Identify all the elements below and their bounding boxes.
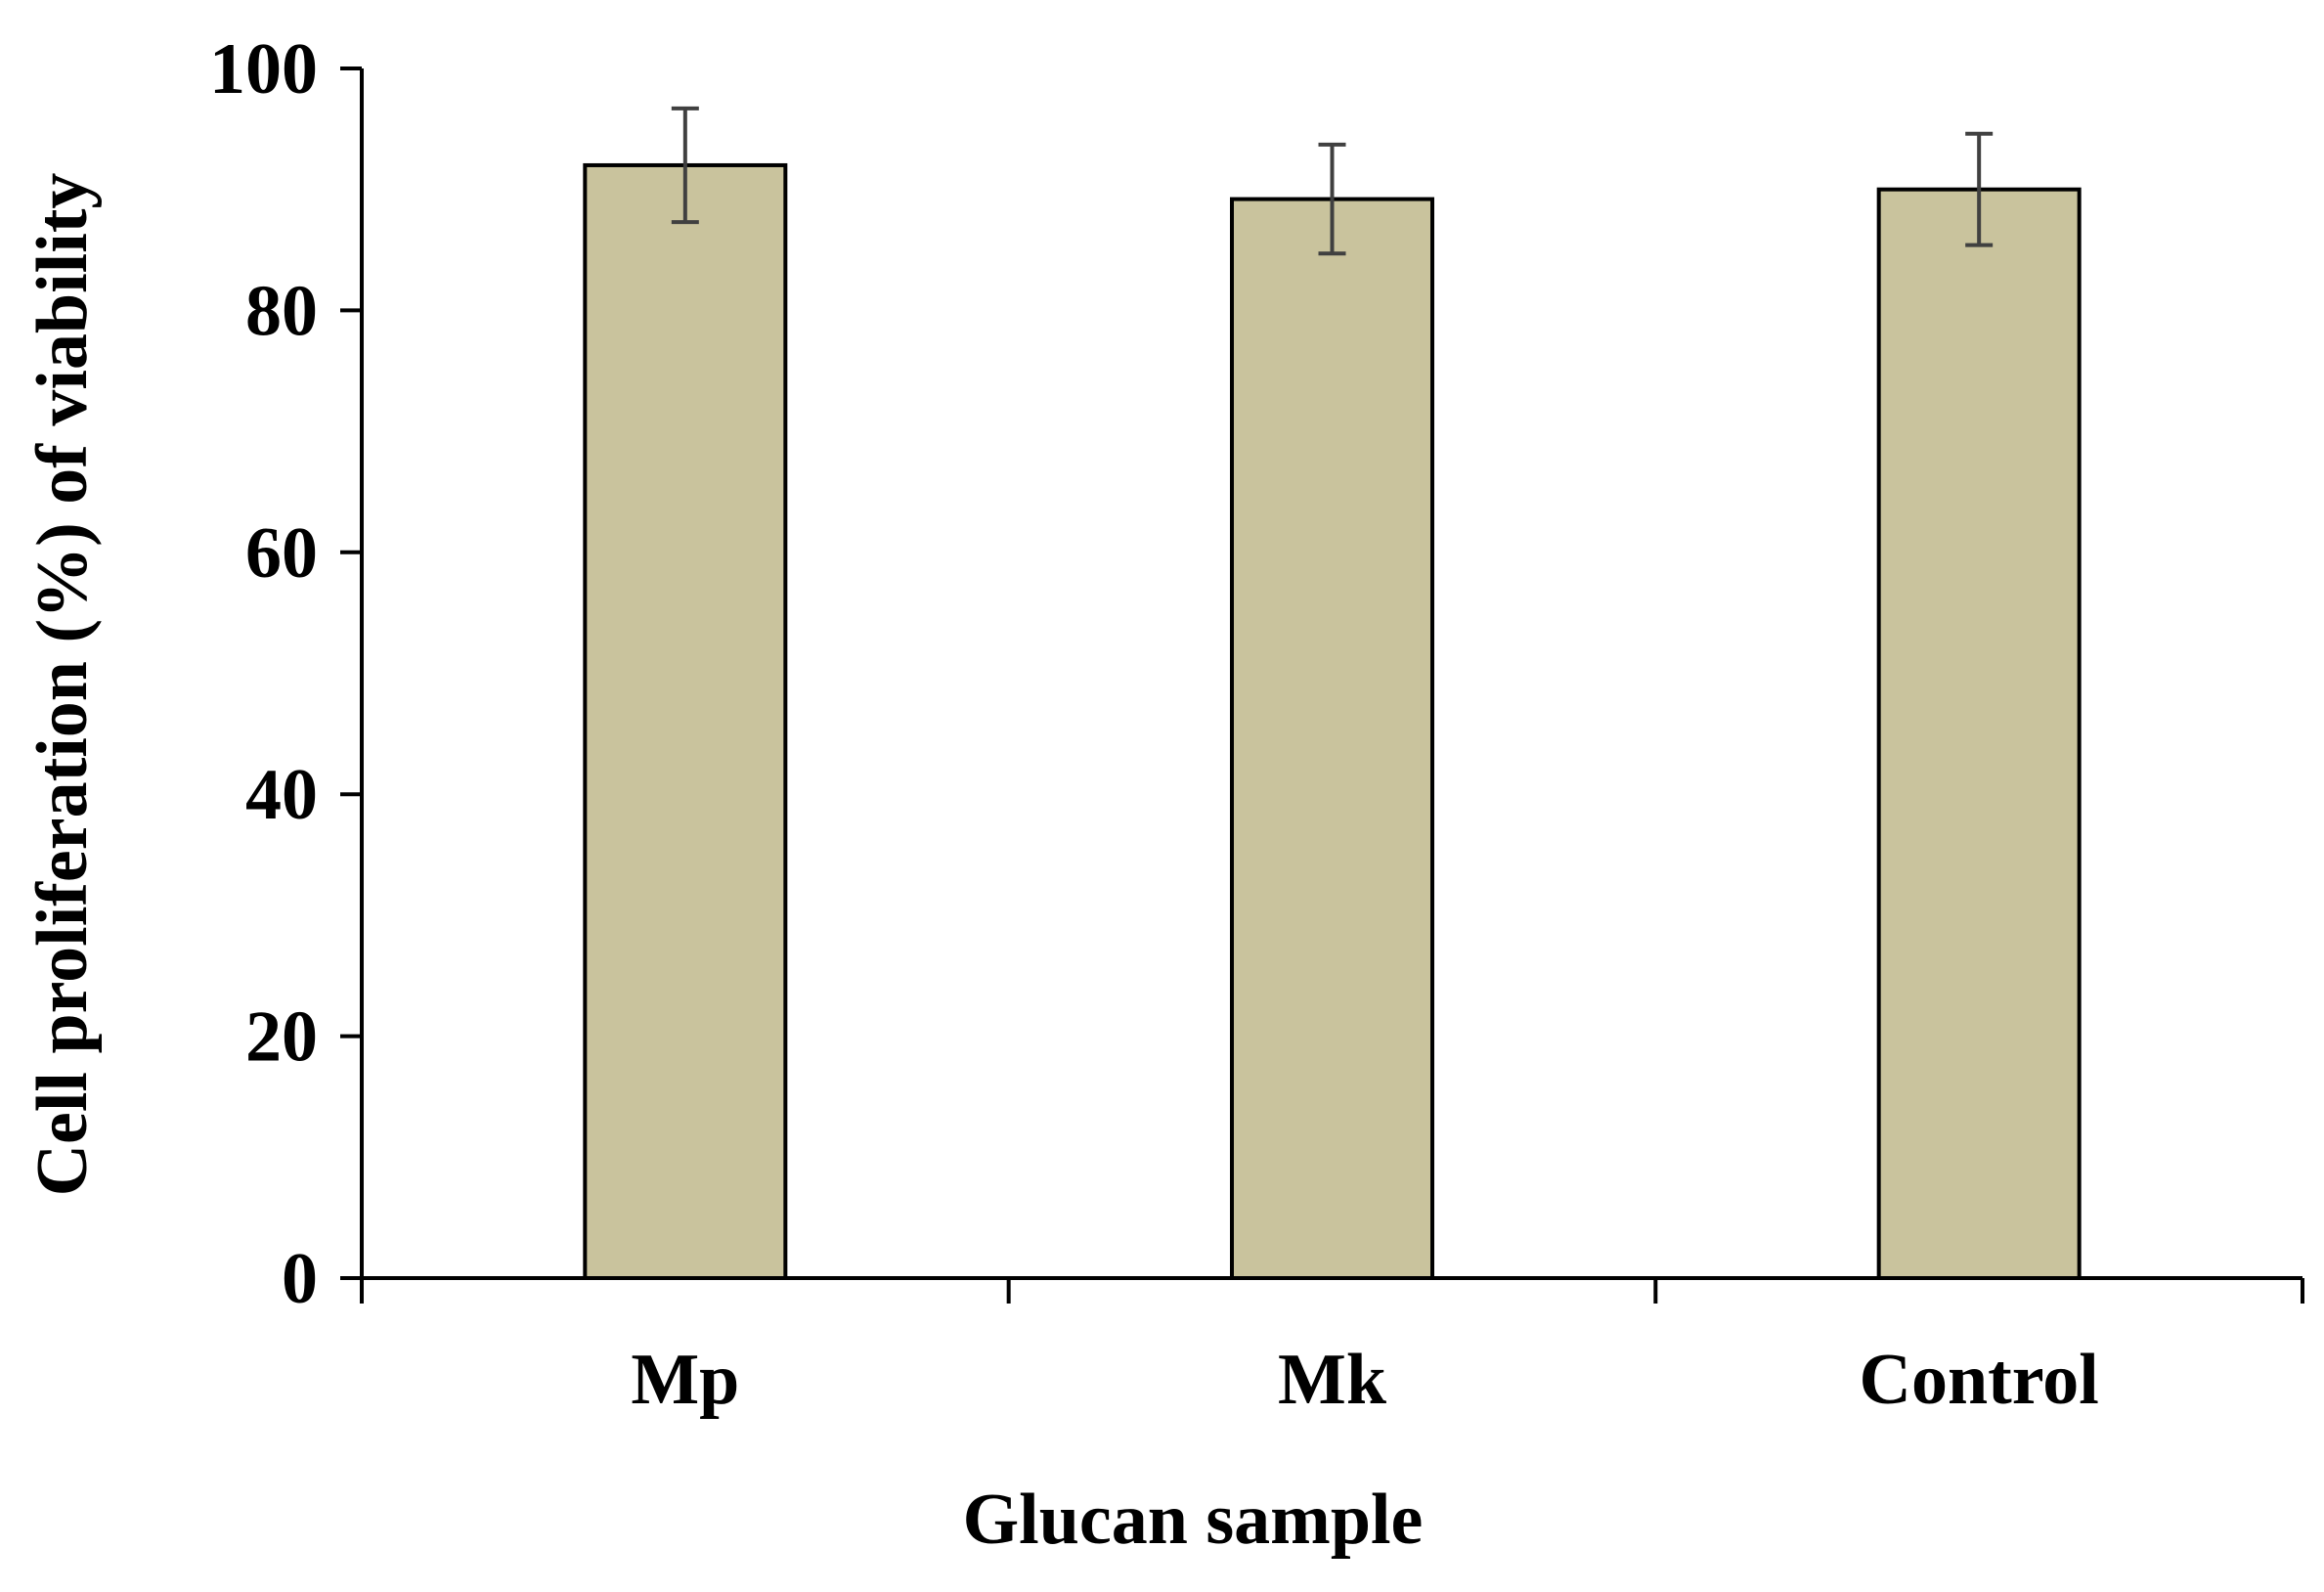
error-bar-control	[1965, 131, 1994, 247]
bar-control	[1876, 187, 2082, 1281]
error-bar-mk	[1318, 142, 1346, 256]
x-axis-title: Glucan sample	[963, 1480, 1424, 1560]
axes-group	[340, 68, 2302, 1280]
y-tick-label: 100	[209, 29, 318, 110]
error-bar-mp	[671, 106, 699, 225]
x-tick-label: Mk	[1278, 1340, 1387, 1420]
y-tick-label: 40	[245, 755, 318, 835]
y-ticks-group: 0 20 40 60 80 100	[209, 29, 362, 1319]
y-tick-label: 80	[245, 271, 318, 351]
bar-mk	[1230, 197, 1434, 1281]
y-tick-label: 60	[245, 513, 318, 594]
x-ticks-group: Mp Mk Control	[360, 1278, 2304, 1420]
y-tick-label: 0	[282, 1239, 318, 1319]
y-tick-label: 20	[245, 997, 318, 1078]
bars-group	[583, 162, 2082, 1281]
x-tick-label: Mp	[631, 1340, 739, 1420]
bar-mp	[583, 162, 788, 1281]
x-tick-label: Control	[1860, 1340, 2099, 1420]
y-axis-title: Cell proliferation (%) of viability	[22, 173, 103, 1197]
error-bars-group	[671, 106, 1994, 256]
